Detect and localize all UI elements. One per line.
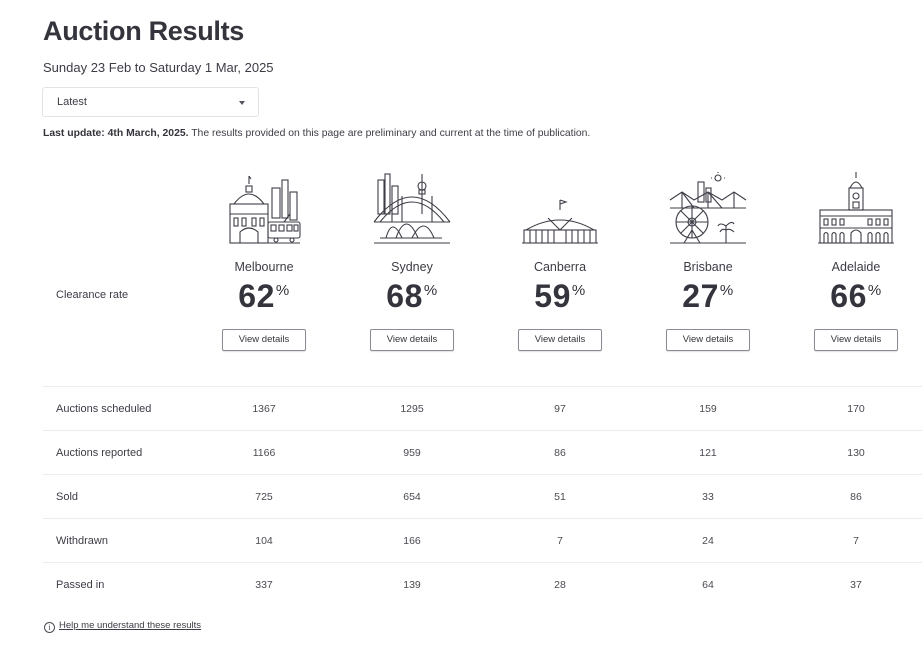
table-cell: 7 [557,535,563,547]
city-name: Melbourne [234,260,294,274]
table-cell: 121 [699,447,717,459]
clearance-rate-value: 62% [189,278,339,315]
help-link[interactable]: Help me understand these results [59,620,202,631]
sydney-opera-house-icon [373,173,451,244]
info-icon: i [44,622,55,633]
last-update-disclaimer: The results provided on this page are pr… [188,128,591,139]
clearance-rate-number: 62 [238,278,275,314]
table-cell: 33 [702,491,714,503]
city-column-sydney: Sydney 68% View details [337,170,487,351]
last-update-date: Last update: 4th March, 2025. [43,128,189,139]
clearance-rate-value: 68% [337,278,487,315]
row-label: Withdrawn [56,535,108,547]
view-details-button-adelaide[interactable]: View details [814,329,898,351]
table-cell: 725 [255,491,273,503]
percent-sign: % [867,282,882,299]
city-column-adelaide: Adelaide 66% View details [781,170,922,351]
table-cell: 959 [403,447,421,459]
table-cell: 104 [255,535,273,547]
clearance-rate-label: Clearance rate [56,289,129,301]
view-details-button-sydney[interactable]: View details [370,329,454,351]
clearance-rate-number: 59 [534,278,571,314]
page-title: Auction Results [43,16,245,46]
clearance-rate-value: 27% [633,278,783,315]
table-row: Withdrawn 104 166 7 24 7 [43,518,922,562]
table-cell: 51 [554,491,566,503]
percent-sign: % [571,282,586,299]
period-select[interactable]: Latest [42,87,259,117]
adelaide-town-hall-icon [818,172,894,244]
table-cell: 97 [554,403,566,415]
view-details-button-canberra[interactable]: View details [518,329,602,351]
city-name: Canberra [533,260,587,274]
clearance-rate-number: 68 [386,278,423,314]
table-cell: 86 [850,491,862,503]
percent-sign: % [423,282,438,299]
table-cell: 130 [847,447,865,459]
clearance-rate-value: 59% [485,278,635,315]
table-row: Passed in 337 139 28 64 37 [43,562,922,606]
results-table: Auctions scheduled 1367 1295 97 159 170 … [43,386,922,606]
table-cell: 170 [847,403,865,415]
chevron-down-icon [239,101,245,105]
city-column-melbourne: Melbourne 62% View details [189,170,339,351]
date-range: Sunday 23 Feb to Saturday 1 Mar, 2025 [43,60,274,75]
table-cell: 37 [850,579,862,591]
row-label: Sold [56,491,79,503]
table-cell: 654 [403,491,421,503]
table-cell: 159 [699,403,717,415]
table-row: Auctions scheduled 1367 1295 97 159 170 [43,386,922,430]
table-cell: 86 [554,447,566,459]
view-details-button-melbourne[interactable]: View details [222,329,306,351]
table-cell: 1166 [252,447,276,459]
view-details-button-brisbane[interactable]: View details [666,329,750,351]
table-cell: 24 [702,535,714,547]
city-column-brisbane: Brisbane 27% View details [633,170,783,351]
table-cell: 166 [403,535,421,547]
clearance-rate-number: 66 [830,278,867,314]
period-select-value: Latest [57,96,87,108]
melbourne-flinders-street-icon [229,175,301,244]
city-name: Adelaide [831,260,881,274]
row-label: Auctions reported [56,447,143,459]
table-cell: 1367 [252,403,276,415]
row-label: Auctions scheduled [56,403,152,415]
city-name: Brisbane [683,260,733,274]
table-cell: 337 [255,579,273,591]
help-section: i Help me understand these results [44,620,201,633]
percent-sign: % [275,282,290,299]
brisbane-story-bridge-icon [669,172,747,244]
city-column-canberra: Canberra 59% View details [485,170,635,351]
last-update-note: Last update: 4th March, 2025. The result… [43,128,590,139]
percent-sign: % [719,282,734,299]
table-cell: 7 [853,535,859,547]
canberra-parliament-house-icon [522,199,598,244]
table-cell: 64 [702,579,714,591]
table-cell: 139 [403,579,421,591]
table-row: Auctions reported 1166 959 86 121 130 [43,430,922,474]
city-name: Sydney [391,260,433,274]
table-cell: 1295 [400,403,424,415]
clearance-rate-number: 27 [682,278,719,314]
table-cell: 28 [554,579,566,591]
table-row: Sold 725 654 51 33 86 [43,474,922,518]
row-label: Passed in [56,579,105,591]
clearance-rate-value: 66% [781,278,922,315]
